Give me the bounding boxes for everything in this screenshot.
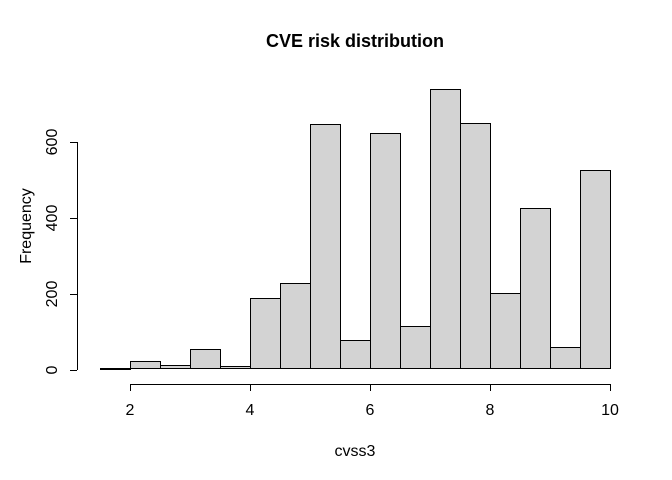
histogram-bar [400, 325, 431, 370]
y-tick-label: 600 [44, 128, 61, 156]
x-tick-mark [490, 384, 491, 391]
y-tick-mark [70, 293, 77, 295]
x-axis-label: cvss3 [334, 443, 376, 460]
y-tick-label: 400 [44, 204, 61, 232]
x-tick-label: 4 [245, 402, 255, 419]
y-axis-line [77, 141, 78, 371]
x-tick-label: 2 [125, 402, 135, 419]
x-tick-label: 8 [485, 402, 495, 419]
y-tick-label: 200 [44, 280, 61, 307]
y-tick-mark [70, 217, 77, 219]
histogram-bar [490, 292, 521, 370]
histogram-bar [190, 349, 221, 370]
histogram-bar [550, 347, 581, 370]
histogram-bar [220, 366, 251, 370]
histogram-bar [430, 88, 461, 370]
histogram-bar [340, 340, 371, 370]
x-tick-mark [130, 384, 131, 391]
chart-title: CVE risk distribution [265, 31, 445, 51]
histogram-bar [370, 132, 401, 370]
histogram-bar [160, 365, 191, 370]
histogram-bar [460, 122, 491, 370]
x-tick-label: 10 [601, 402, 619, 419]
x-tick-label: 6 [365, 402, 375, 419]
histogram-bar [250, 298, 281, 370]
histogram-bar [280, 283, 311, 370]
y-tick-label: 0 [44, 365, 61, 374]
histogram-bar [520, 207, 551, 370]
histogram-bar [130, 361, 161, 370]
histogram-bar [310, 123, 341, 370]
x-tick-mark [370, 384, 371, 391]
histogram-bar [100, 367, 131, 370]
histogram-bar [580, 170, 611, 370]
x-tick-mark [610, 384, 611, 391]
y-tick-mark [70, 369, 77, 371]
y-tick-mark [70, 141, 77, 143]
y-axis-label: Frequency [18, 188, 35, 264]
x-tick-mark [250, 384, 251, 391]
